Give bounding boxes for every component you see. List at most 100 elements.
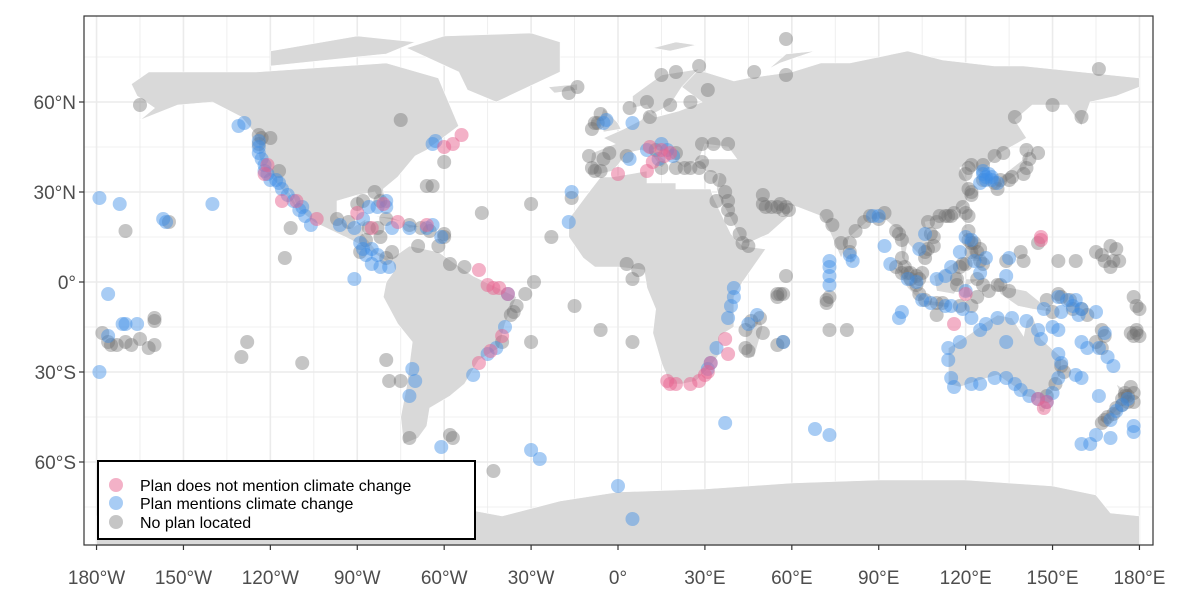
point-no-plan <box>1103 260 1118 274</box>
point-mentions <box>356 242 371 256</box>
point-no-plan <box>437 227 452 241</box>
x-axis: 180°W 150°W 120°W 90°W 60°W 30°W 0° 30°E 60°E 90°… <box>68 545 1165 589</box>
point-not-mention <box>483 344 498 358</box>
point-mentions <box>978 317 993 331</box>
point-no-plan <box>393 113 408 127</box>
point-no-plan <box>741 344 756 358</box>
point-no-plan <box>379 212 394 226</box>
legend-label-no-plan: No plan located <box>140 515 251 532</box>
point-no-plan <box>124 338 139 352</box>
point-no-plan <box>1112 254 1127 268</box>
point-mentions <box>1054 356 1069 370</box>
point-no-plan <box>141 341 156 355</box>
point-mentions <box>718 416 733 430</box>
point-no-plan <box>894 233 909 247</box>
point-no-plan <box>486 464 501 478</box>
point-no-plan <box>1089 245 1104 259</box>
point-no-plan <box>825 218 840 232</box>
point-mentions <box>807 422 822 436</box>
x-tick-label: 150°W <box>155 568 212 589</box>
point-no-plan <box>593 323 608 337</box>
point-mentions <box>1106 359 1121 373</box>
point-no-plan <box>1106 254 1121 268</box>
point-mentions <box>822 254 837 268</box>
point-no-plan <box>932 209 947 223</box>
point-mentions <box>973 176 988 190</box>
point-mentions <box>1103 413 1118 427</box>
point-no-plan <box>692 161 707 175</box>
x-tick-label: 90°W <box>334 568 381 589</box>
point-no-plan <box>918 251 933 265</box>
point-mentions <box>92 365 107 379</box>
point-mentions <box>405 362 420 376</box>
point-no-plan <box>871 212 886 226</box>
point-no-plan <box>254 131 269 145</box>
point-no-plan <box>900 266 915 280</box>
point-no-plan <box>987 149 1002 163</box>
land-borneo <box>933 260 964 295</box>
point-mentions <box>1126 425 1141 439</box>
y-tick-label: 30°N <box>34 183 76 204</box>
point-mentions <box>524 443 539 457</box>
point-not-mention <box>289 194 304 208</box>
point-no-plan <box>1094 323 1109 337</box>
point-no-plan <box>923 227 938 241</box>
point-no-plan <box>961 182 976 196</box>
point-no-plan <box>503 308 518 322</box>
legend-key-not-mention <box>109 478 123 492</box>
point-no-plan <box>770 338 785 352</box>
point-mentions <box>561 215 576 229</box>
land-java <box>921 299 949 308</box>
point-no-plan <box>524 335 539 349</box>
point-mentions <box>231 119 246 133</box>
point-no-plan <box>952 299 967 313</box>
point-no-plan <box>524 197 539 211</box>
point-no-plan <box>973 242 988 256</box>
point-no-plan <box>889 260 904 274</box>
point-mentions <box>973 323 988 337</box>
point-mentions <box>101 329 116 343</box>
point-no-plan <box>938 209 953 223</box>
point-no-plan <box>445 431 460 445</box>
point-mentions <box>115 317 130 331</box>
land-madagascar <box>745 317 764 358</box>
point-not-mention <box>419 218 434 232</box>
point-no-plan <box>1129 326 1144 340</box>
point-no-plan <box>929 296 944 310</box>
point-no-plan <box>358 233 373 247</box>
point-no-plan <box>1123 380 1138 394</box>
point-mentions <box>877 239 892 253</box>
point-no-plan <box>912 287 927 301</box>
point-no-plan <box>425 179 440 193</box>
point-no-plan <box>642 110 657 124</box>
point-no-plan <box>544 230 559 244</box>
point-mentions <box>1097 326 1112 340</box>
point-mentions <box>1109 404 1124 418</box>
point-no-plan <box>1080 308 1095 322</box>
point-no-plan <box>894 266 909 280</box>
point-no-plan <box>721 137 736 151</box>
x-tick-label: 0° <box>609 568 627 589</box>
point-mentions <box>596 116 611 130</box>
point-no-plan <box>132 98 147 112</box>
point-no-plan <box>663 98 678 112</box>
point-no-plan <box>367 185 382 199</box>
legend-box <box>97 460 476 540</box>
land-nz-south <box>1098 404 1123 424</box>
point-mentions <box>251 140 266 154</box>
point-not-mention <box>350 206 365 220</box>
point-mentions <box>1060 293 1075 307</box>
point-mentions <box>251 134 266 148</box>
point-no-plan <box>735 236 750 250</box>
point-no-plan <box>668 65 683 79</box>
point-no-plan <box>147 338 162 352</box>
point-mentions <box>1054 305 1069 319</box>
point-mentions <box>622 152 637 166</box>
point-no-plan <box>703 170 718 184</box>
point-mentions <box>923 296 938 310</box>
land-philippines <box>965 227 984 262</box>
point-no-plan <box>892 227 907 241</box>
point-no-plan <box>712 173 727 187</box>
point-not-mention <box>471 356 486 370</box>
legend-key-no-plan <box>109 515 123 529</box>
